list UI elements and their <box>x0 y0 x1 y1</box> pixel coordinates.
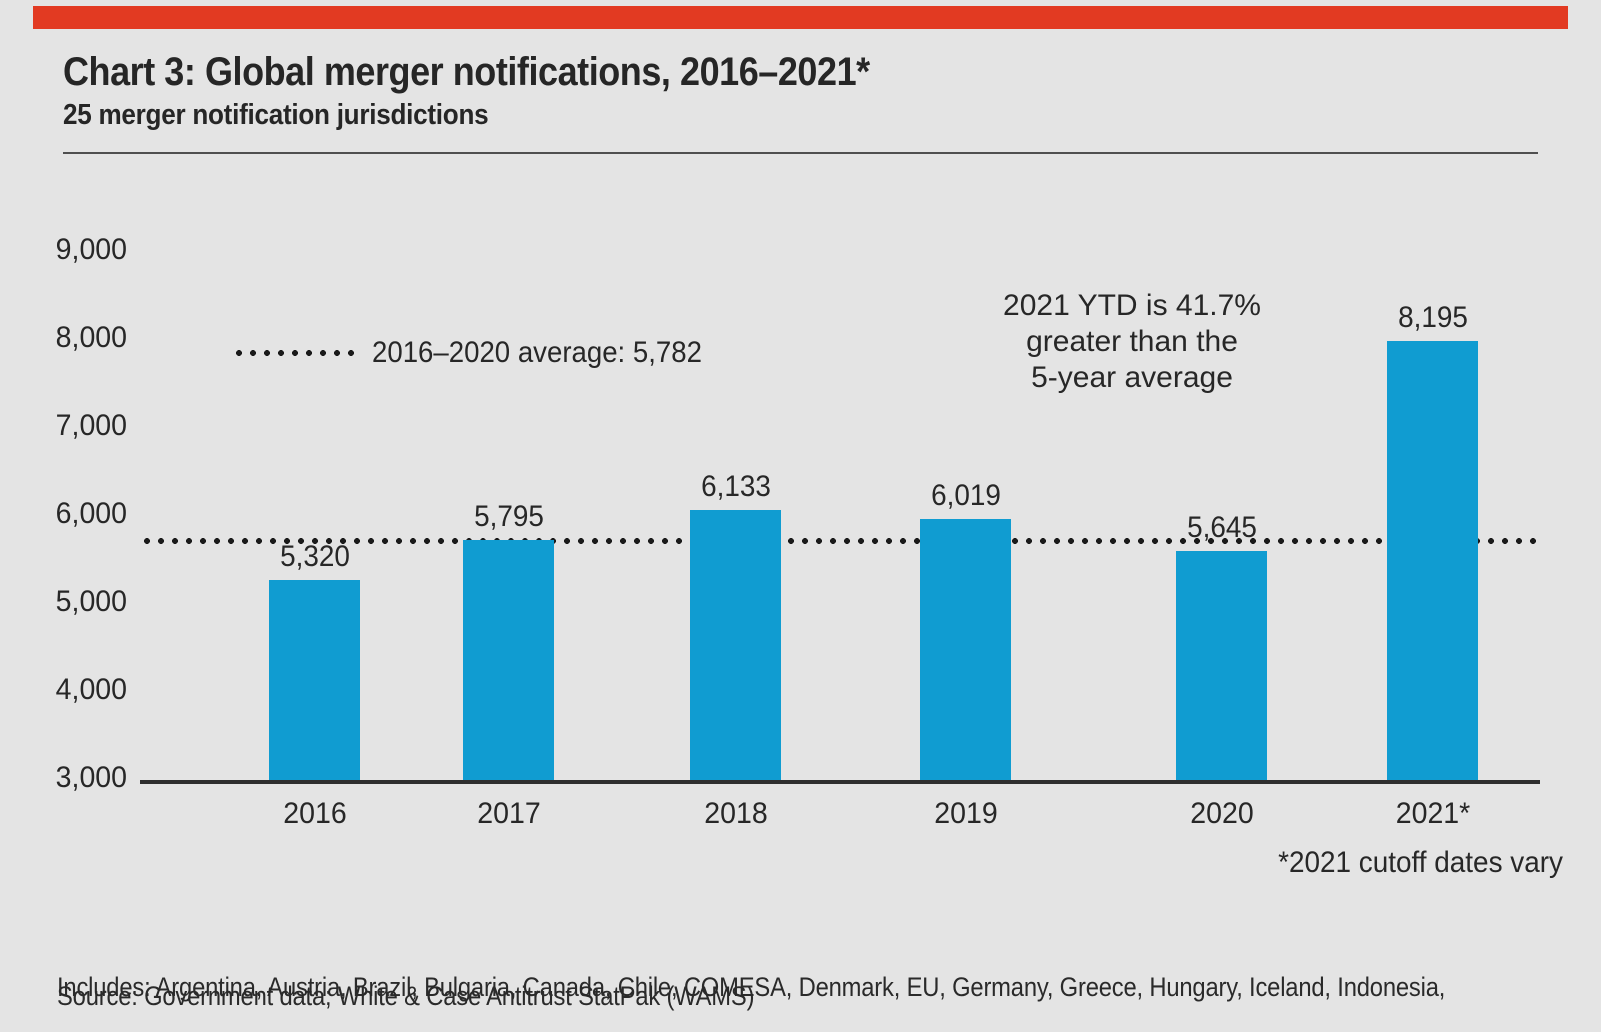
bar-rect <box>1387 341 1478 782</box>
y-tick-label: 3,000 <box>55 761 127 794</box>
bar-2018: 6,133 2018 <box>690 470 781 830</box>
bar-value-label: 6,133 <box>700 470 771 503</box>
jurisdictions-note-line1: Includes: Argentina, Austria, Brazil, Bu… <box>57 972 1446 1002</box>
x-tick-label: 2019 <box>933 797 998 830</box>
average-line-legend-swatch <box>232 350 360 356</box>
x-axis-line <box>140 780 1540 784</box>
ytd-annotation: 2021 YTD is 41.7% greater than the 5-yea… <box>982 288 1282 396</box>
bar-2019: 6,019 2019 <box>920 479 1011 830</box>
x-tick-label: 2018 <box>703 797 768 830</box>
bar-rect <box>269 580 360 782</box>
bar-value-label: 5,645 <box>1186 511 1257 544</box>
y-tick-label: 5,000 <box>55 585 127 618</box>
header-divider <box>63 152 1538 154</box>
y-tick-label: 8,000 <box>55 321 127 354</box>
bar-2016: 5,320 2016 <box>269 540 360 830</box>
source-note: Source: Government data; White & Case An… <box>57 981 755 1011</box>
average-dotted-line <box>140 538 1540 544</box>
bar-rect <box>920 519 1011 782</box>
chart-subtitle: 25 merger notification jurisdictions <box>63 99 489 131</box>
average-line-legend-label: 2016–2020 average: 5,782 <box>372 336 702 369</box>
bar-rect <box>463 540 554 782</box>
bar-value-label: 8,195 <box>1397 301 1468 334</box>
x-tick-label: 2020 <box>1189 797 1254 830</box>
chart-title: Chart 3: Global merger notifications, 20… <box>63 50 870 94</box>
bar-2017: 5,795 2017 <box>463 500 554 830</box>
bar-rect <box>1176 551 1267 782</box>
cutoff-footnote: *2021 cutoff dates vary <box>1278 846 1563 879</box>
y-tick-label: 4,000 <box>55 673 127 706</box>
annotation-line: 5-year average <box>1031 361 1233 394</box>
y-tick-label: 6,000 <box>55 497 127 530</box>
jurisdictions-note: Includes: Argentina, Austria, Brazil, Bu… <box>57 895 1445 1032</box>
annotation-line: greater than the <box>1026 325 1238 358</box>
x-tick-label: 2021* <box>1395 797 1470 830</box>
y-tick-label: 7,000 <box>55 409 127 442</box>
x-tick-label: 2017 <box>476 797 541 830</box>
y-tick-label: 9,000 <box>55 233 127 266</box>
bar-value-label: 6,019 <box>930 479 1001 512</box>
x-tick-label: 2016 <box>282 797 347 830</box>
bar-2021: 8,195 2021* <box>1387 301 1478 830</box>
bar-rect <box>690 510 781 782</box>
bar-value-label: 5,320 <box>279 540 350 573</box>
bar-value-label: 5,795 <box>473 500 544 533</box>
brand-accent-bar <box>33 6 1568 29</box>
bar-2020: 5,645 2020 <box>1176 511 1267 830</box>
annotation-line: 2021 YTD is 41.7% <box>1003 289 1261 322</box>
